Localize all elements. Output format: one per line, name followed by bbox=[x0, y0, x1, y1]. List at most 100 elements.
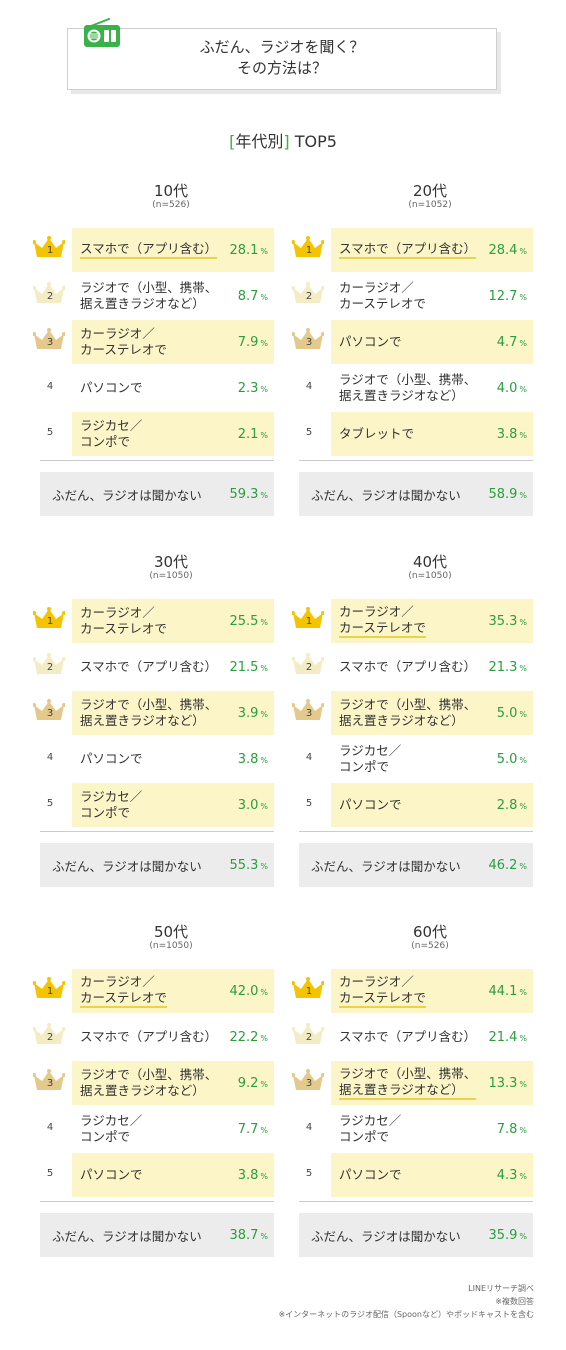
rank-row: 2 カーラジオ／ カーステレオで 12.7% bbox=[292, 274, 533, 318]
percent-unit: % bbox=[519, 664, 527, 673]
method-label: ラジカセ／ コンポで bbox=[339, 1107, 479, 1151]
row-background bbox=[72, 1153, 274, 1197]
bracket-open: [ bbox=[229, 132, 236, 151]
percent-value: 2.8% bbox=[497, 783, 527, 827]
no-radio-value: 46.2% bbox=[488, 843, 527, 887]
rank-number: 2 bbox=[305, 291, 313, 302]
percent-number: 3.0 bbox=[237, 797, 259, 813]
rank-row: 4 ラジオで（小型、携帯、 据え置きラジオなど） 4.0% bbox=[299, 366, 533, 410]
age-label: 30代 bbox=[153, 553, 189, 571]
rank-row: 3 ラジオで（小型、携帯、 据え置きラジオなど） 5.0% bbox=[292, 691, 533, 735]
method-label-text: ラジオで（小型、携帯、 据え置きラジオなど） bbox=[80, 697, 218, 728]
percent-value: 21.5% bbox=[229, 645, 268, 689]
no-radio-label: ふだん、ラジオは聞かない bbox=[311, 858, 461, 874]
method-label: ラジオで（小型、携帯、 据え置きラジオなど） bbox=[339, 366, 479, 410]
divider bbox=[299, 1201, 533, 1202]
percent-unit: % bbox=[260, 1172, 268, 1181]
percent-unit: % bbox=[519, 293, 527, 302]
row-background bbox=[331, 412, 533, 456]
percent-unit: % bbox=[519, 339, 527, 348]
percent-unit: % bbox=[519, 710, 527, 719]
percent-number: 12.7 bbox=[488, 288, 518, 304]
method-label: パソコンで bbox=[339, 320, 479, 364]
rank-row: 5 ラジカセ／ コンポで 2.1% bbox=[40, 412, 274, 456]
method-label-text: スマホで（アプリ含む） bbox=[339, 241, 477, 259]
percent-unit: % bbox=[519, 491, 527, 500]
percent-number: 44.1 bbox=[488, 983, 518, 999]
percent-value: 28.1% bbox=[229, 228, 268, 272]
percent-number: 35.3 bbox=[488, 613, 518, 629]
no-radio-value: 59.3% bbox=[229, 472, 268, 516]
rank-number: 3 bbox=[46, 1078, 54, 1089]
rank-number: 1 bbox=[305, 986, 313, 997]
rank-number: 2 bbox=[46, 662, 54, 673]
age-label: 10代 bbox=[153, 182, 189, 200]
no-radio-label: ふだん、ラジオは聞かない bbox=[52, 858, 202, 874]
percent-unit: % bbox=[519, 1080, 527, 1089]
section-label: 年代別 bbox=[235, 132, 284, 151]
crown-icon-rank-3 bbox=[33, 328, 65, 349]
rank-row: 5 パソコンで 4.3% bbox=[299, 1153, 533, 1197]
percent-number: 42.0 bbox=[229, 983, 259, 999]
crown-icon-rank-1 bbox=[33, 607, 65, 628]
footer-note-internet: ※インターネットのラジオ配信（Spoonなど）やポッドキャストを含む bbox=[278, 1310, 534, 1319]
percent-number: 59.3 bbox=[229, 486, 259, 502]
method-label-text: ラジオで（小型、携帯、 据え置きラジオなど） bbox=[339, 697, 477, 728]
percent-unit: % bbox=[260, 385, 268, 394]
no-radio-value: 38.7% bbox=[229, 1213, 268, 1257]
age-label: 40代 bbox=[412, 553, 448, 571]
row-background bbox=[331, 783, 533, 827]
method-label: タブレットで bbox=[339, 412, 479, 456]
crown-icon-rank-3 bbox=[33, 1069, 65, 1090]
percent-unit: % bbox=[260, 802, 268, 811]
percent-number: 55.3 bbox=[229, 857, 259, 873]
rank-row: 1 カーラジオ／ カーステレオで 42.0% bbox=[33, 969, 274, 1013]
percent-number: 9.2 bbox=[237, 1075, 259, 1091]
section-title: [年代別] TOP5 bbox=[0, 128, 566, 152]
row-background bbox=[331, 691, 533, 735]
percent-value: 25.5% bbox=[229, 599, 268, 643]
percent-unit: % bbox=[260, 618, 268, 627]
method-label-text: ラジオで（小型、携帯、 据え置きラジオなど） bbox=[339, 1066, 477, 1100]
percent-value: 3.0% bbox=[238, 783, 268, 827]
crown-icon-rank-2 bbox=[33, 1023, 65, 1044]
percent-value: 22.2% bbox=[229, 1015, 268, 1059]
crown-icon-rank-2 bbox=[292, 1023, 324, 1044]
percent-unit: % bbox=[519, 1126, 527, 1135]
row-background bbox=[331, 1061, 533, 1105]
sample-size: (n=1052) bbox=[408, 200, 452, 210]
percent-number: 3.8 bbox=[237, 751, 259, 767]
rank-number: 1 bbox=[46, 986, 54, 997]
row-background bbox=[331, 320, 533, 364]
rank-number: 2 bbox=[305, 1032, 313, 1043]
percent-unit: % bbox=[519, 802, 527, 811]
row-background bbox=[331, 1153, 533, 1197]
rank-number: 4 bbox=[46, 381, 54, 392]
sample-size: (n=1050) bbox=[149, 941, 193, 951]
rank-row: 3 ラジオで（小型、携帯、 据え置きラジオなど） 13.3% bbox=[292, 1061, 533, 1105]
method-label-text: ラジカセ／ コンポで bbox=[339, 743, 402, 774]
percent-number: 3.8 bbox=[496, 426, 518, 442]
rank-number: 3 bbox=[305, 1078, 313, 1089]
percent-number: 46.2 bbox=[488, 857, 518, 873]
percent-unit: % bbox=[519, 618, 527, 627]
method-label-text: スマホで（アプリ含む） bbox=[339, 1029, 477, 1044]
percent-unit: % bbox=[260, 710, 268, 719]
percent-number: 4.7 bbox=[496, 334, 518, 350]
percent-value: 3.8% bbox=[497, 412, 527, 456]
crown-icon-rank-2 bbox=[292, 653, 324, 674]
rank-row: 3 カーラジオ／ カーステレオで 7.9% bbox=[33, 320, 274, 364]
no-radio-row: ふだん、ラジオは聞かない 46.2% bbox=[299, 843, 533, 887]
rank-number: 5 bbox=[305, 427, 313, 438]
method-label-text: ラジカセ／ コンポで bbox=[80, 789, 143, 820]
percent-unit: % bbox=[260, 988, 268, 997]
divider bbox=[299, 831, 533, 832]
percent-value: 3.9% bbox=[238, 691, 268, 735]
percent-unit: % bbox=[260, 664, 268, 673]
method-label-text: パソコンで bbox=[339, 334, 402, 349]
no-radio-label: ふだん、ラジオは聞かない bbox=[311, 487, 461, 503]
percent-number: 25.5 bbox=[229, 613, 259, 629]
percent-unit: % bbox=[260, 1232, 268, 1241]
percent-unit: % bbox=[260, 491, 268, 500]
percent-number: 58.9 bbox=[488, 486, 518, 502]
